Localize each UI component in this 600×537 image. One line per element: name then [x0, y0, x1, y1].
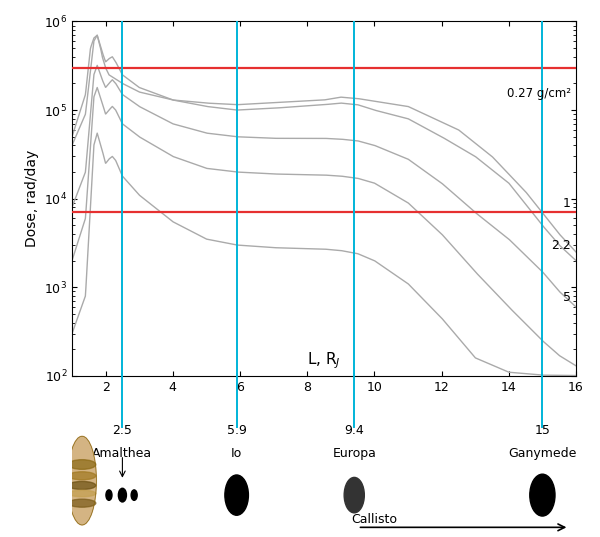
Text: Amalthea: Amalthea — [92, 447, 152, 460]
Ellipse shape — [68, 499, 96, 507]
Text: Europa: Europa — [332, 447, 376, 460]
Ellipse shape — [225, 475, 248, 516]
Text: 2.5: 2.5 — [112, 424, 133, 437]
Text: 1: 1 — [563, 197, 571, 210]
Text: 5.9: 5.9 — [227, 424, 247, 437]
Ellipse shape — [68, 490, 96, 497]
Text: 15: 15 — [535, 424, 550, 437]
Text: 5: 5 — [563, 291, 571, 304]
Ellipse shape — [344, 477, 364, 513]
Y-axis label: Dose, rad/day: Dose, rad/day — [25, 150, 38, 248]
Text: 2.2: 2.2 — [551, 239, 571, 252]
Ellipse shape — [68, 436, 97, 525]
Text: Ganymede: Ganymede — [508, 447, 577, 460]
Ellipse shape — [530, 474, 555, 516]
Text: 0.27 g/cm²: 0.27 g/cm² — [507, 87, 571, 100]
Ellipse shape — [68, 460, 96, 469]
Ellipse shape — [68, 481, 96, 490]
Ellipse shape — [106, 490, 112, 500]
Ellipse shape — [118, 488, 127, 502]
Text: Callisto: Callisto — [351, 513, 397, 526]
Ellipse shape — [131, 490, 137, 500]
Text: 9.4: 9.4 — [344, 424, 364, 437]
Ellipse shape — [68, 472, 96, 480]
Text: Io: Io — [231, 447, 242, 460]
Text: L, R$_J$: L, R$_J$ — [307, 350, 341, 371]
